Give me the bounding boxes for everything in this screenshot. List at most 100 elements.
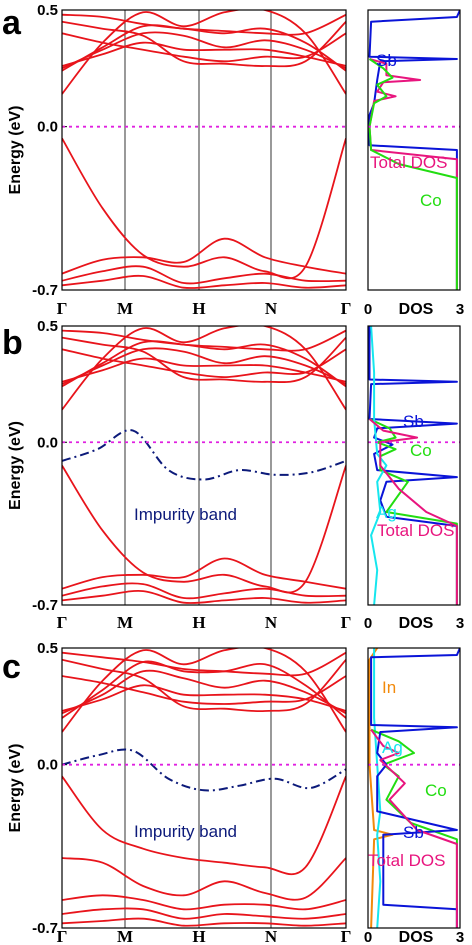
k-point-label: Γ	[341, 613, 352, 632]
dos-curve-co	[368, 58, 458, 290]
band-line	[62, 648, 346, 733]
k-point-label: N	[265, 299, 278, 318]
panel-label: c	[2, 648, 21, 686]
dos-curve-sb	[368, 326, 458, 605]
y-tick-label: 0.0	[37, 757, 58, 774]
band-line	[62, 274, 346, 289]
band-line	[62, 137, 346, 280]
dos-legend-ag: Ag	[376, 503, 397, 522]
band-line	[62, 265, 346, 285]
band-line	[62, 465, 346, 594]
band-line	[62, 557, 346, 590]
y-axis-label: Energy (eV)	[7, 421, 24, 510]
dos-legend-total-dos: Total DOS	[368, 851, 445, 870]
band-frame	[61, 9, 347, 291]
k-point-label: M	[117, 927, 133, 945]
band-line	[62, 660, 346, 719]
band-line	[62, 329, 346, 352]
band-line	[62, 41, 346, 67]
y-tick-label: -0.7	[32, 282, 58, 299]
k-point-label: Γ	[341, 927, 352, 945]
impurity-band-line	[62, 429, 346, 481]
k-point-label: H	[192, 927, 205, 945]
band-line	[62, 658, 346, 713]
dos-tick-label: 3	[456, 615, 464, 632]
y-tick-label: 0.5	[37, 318, 58, 335]
band-line	[62, 10, 346, 95]
k-point-label: Γ	[57, 299, 68, 318]
dos-legend-co: Co	[420, 191, 442, 210]
dos-tick-label: 3	[456, 929, 464, 945]
band-frame	[61, 647, 347, 929]
y-tick-label: 0.5	[37, 2, 58, 19]
band-line	[62, 775, 346, 876]
dos-group	[368, 10, 460, 290]
band-line	[62, 13, 346, 36]
dos-legend-total-dos: Total DOS	[370, 153, 447, 172]
dos-group	[368, 326, 458, 605]
k-point-label: Γ	[57, 613, 68, 632]
dos-tick-label: 0	[364, 301, 372, 318]
dos-curve-total-dos	[370, 729, 458, 928]
band-line	[62, 894, 346, 911]
dos-legend-ag: Ag	[382, 738, 403, 757]
band-line	[62, 582, 346, 600]
k-point-label: H	[192, 299, 205, 318]
dos-curve-in	[368, 648, 394, 928]
band-line	[62, 347, 346, 385]
y-tick-label: 0.5	[37, 640, 58, 657]
band-line	[62, 675, 346, 705]
dos-curve-total-dos	[368, 58, 458, 290]
band-line	[62, 31, 346, 70]
panel-label: a	[2, 4, 22, 42]
band-line	[62, 340, 346, 388]
dos-legend-sb: Sb	[403, 823, 424, 842]
dos-curve-sb	[368, 10, 460, 290]
dos-tick-label: 0	[364, 929, 372, 945]
band-line	[62, 24, 346, 72]
band-line	[62, 357, 346, 383]
dos-legend-sb: Sb	[376, 51, 397, 70]
dos-legend-sb: Sb	[403, 412, 424, 431]
k-point-label: N	[265, 927, 278, 945]
dos-tick-label: 3	[456, 301, 464, 318]
y-axis-label: Energy (eV)	[7, 106, 24, 195]
k-point-label: Γ	[341, 299, 352, 318]
band-line	[62, 589, 346, 604]
dos-axis-label: DOS	[399, 615, 434, 632]
band-line	[62, 684, 346, 712]
dos-legend-co: Co	[425, 781, 447, 800]
band-line	[62, 336, 346, 383]
dos-frame	[367, 647, 461, 929]
band-line	[62, 237, 346, 275]
impurity-band-label: Impurity band	[134, 505, 237, 524]
y-tick-label: 0.0	[37, 434, 58, 451]
band-line	[62, 669, 346, 715]
band-group	[62, 10, 346, 289]
k-point-label: N	[265, 613, 278, 632]
y-tick-label: -0.7	[32, 920, 58, 937]
y-axis-label: Energy (eV)	[7, 744, 24, 833]
dos-frame	[367, 325, 461, 606]
band-line	[62, 651, 346, 677]
band-line	[62, 20, 346, 68]
dos-legend-co: Co	[410, 441, 432, 460]
dos-tick-label: 0	[364, 615, 372, 632]
band-line	[62, 917, 346, 927]
impurity-band-label: Impurity band	[134, 822, 237, 841]
panel-label: b	[2, 324, 23, 362]
band-line	[62, 32, 346, 63]
band-group	[62, 326, 346, 604]
band-line	[62, 857, 346, 901]
k-point-label: M	[117, 299, 133, 318]
y-tick-label: 0.0	[37, 119, 58, 136]
y-tick-label: -0.7	[32, 597, 58, 614]
k-point-label: H	[192, 613, 205, 632]
band-line	[62, 326, 346, 411]
band-group	[62, 648, 346, 927]
k-point-label: Γ	[57, 927, 68, 945]
